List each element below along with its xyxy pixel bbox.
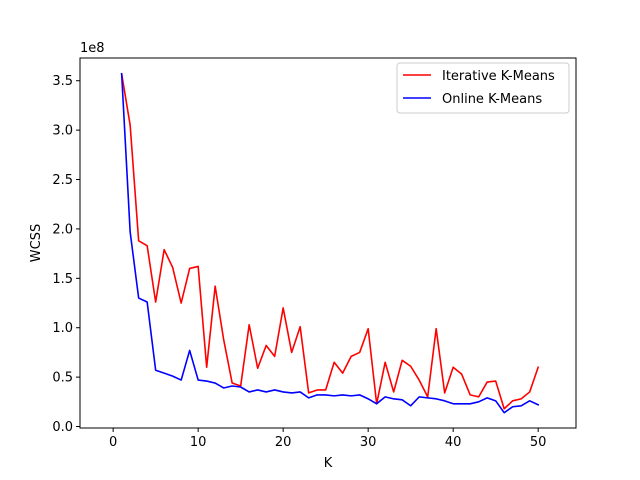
y-tick-label: 2.0 [52, 222, 73, 237]
y-tick-label: 0.0 [52, 420, 73, 435]
x-tick-label: 0 [109, 435, 117, 450]
plot-frame [79, 57, 577, 429]
y-tick-label: 3.5 [52, 74, 73, 89]
y-scale-label: 1e8 [80, 41, 105, 56]
x-tick-label: 20 [275, 435, 292, 450]
x-tick-label: 40 [445, 435, 462, 450]
y-tick-label: 0.5 [52, 371, 73, 386]
y-axis-label: WCSS [29, 224, 44, 262]
series-line-online-kmeans [120, 72, 540, 414]
series-line-iterative-kmeans [120, 72, 540, 410]
x-tick-label: 10 [190, 435, 207, 450]
legend: Iterative K-Means Online K-Means [396, 62, 570, 114]
ticks-layer: 0 10 20 30 40 50 0.0 0.5 1.0 1.5 2.0 2.5 3.0 3.5 [52, 74, 546, 450]
x-tick-label: 30 [360, 435, 377, 450]
legend-label-online: Online K-Means [442, 92, 542, 107]
y-tick-label: 3.0 [52, 124, 73, 139]
x-tick-label: 50 [530, 435, 547, 450]
y-tick-label: 1.5 [52, 272, 73, 287]
y-tick-label: 2.5 [52, 173, 73, 188]
legend-label-iterative: Iterative K-Means [442, 69, 555, 84]
x-axis-label: K [324, 456, 333, 471]
y-tick-label: 1.0 [52, 321, 73, 336]
legend-box [396, 62, 570, 114]
series-layer [120, 72, 540, 414]
